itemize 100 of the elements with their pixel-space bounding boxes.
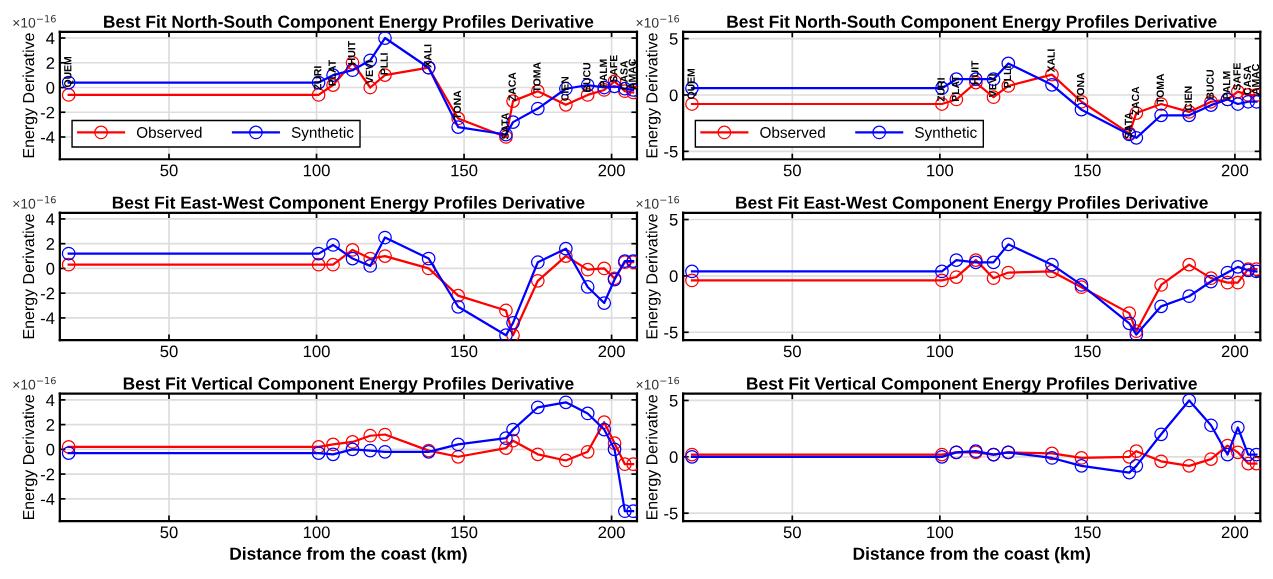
annotation: SATA: [501, 112, 509, 140]
x-tick-label: 200: [1221, 164, 1249, 177]
annotation: CIEN: [1184, 86, 1192, 111]
x-tick-label: 200: [598, 526, 625, 539]
annotation: AMAC: [1251, 64, 1260, 95]
y-tick-label: 5: [669, 214, 678, 226]
annotation: SAFE: [1233, 63, 1241, 91]
y-tick-label: 0: [46, 81, 55, 94]
annotation: PLAT: [951, 75, 960, 102]
annotation: QUEM: [687, 68, 697, 100]
y-tick-label: 0: [46, 443, 55, 456]
x-tick-label: 100: [927, 164, 954, 177]
x-tick-label: 50: [783, 526, 801, 539]
x-tick-label: 50: [783, 164, 801, 177]
annotation: ZURI: [314, 66, 322, 90]
y-tick-label: 4: [46, 394, 55, 406]
x-tick-label: 150: [451, 526, 478, 539]
x-tick-label: 50: [783, 345, 801, 358]
x-tick-label: 150: [451, 345, 478, 358]
y-axis-title: Energy Derivative: [645, 214, 661, 339]
annotation: PALM: [599, 59, 607, 87]
annotation: ZACA: [1131, 86, 1140, 115]
x-tick-label: 150: [1074, 345, 1101, 358]
legend-label: Synthetic: [915, 126, 977, 141]
y-tick-label: 4: [46, 213, 55, 225]
text: ×10$^{−16}$: [636, 195, 680, 209]
chart-title: Best Fit Vertical Component Energy Profiles Derivative: [123, 376, 574, 394]
y-tick-label: 0: [669, 451, 678, 464]
text: ×10$^{−16}$: [13, 15, 56, 28]
x-axis-title: Distance from the coast (km): [230, 547, 467, 564]
text: ×10$^{−16}$: [13, 376, 56, 390]
y-axis-title: Energy Derivative: [22, 33, 38, 158]
text: ×10$^{−16}$: [636, 15, 680, 28]
y-tick-label: 0: [669, 270, 678, 283]
chart-title: Best Fit East-West Component Energy Profiles Derivative: [112, 196, 585, 213]
x-tick-label: 200: [1221, 345, 1249, 358]
y-tick-label: 5: [669, 33, 678, 45]
annotation: TONA: [1076, 72, 1085, 102]
chart-title: Best Fit East-West Component Energy Profiles Derivative: [736, 196, 1208, 213]
x-tick-label: 200: [1221, 526, 1249, 539]
text: ×10$^{−16}$: [636, 376, 680, 390]
y-axis-title: Energy Derivative: [22, 214, 38, 339]
annotation: BUCU: [1206, 70, 1214, 99]
x-tick-label: 50: [160, 345, 178, 358]
y-tick-label: 2: [46, 238, 55, 250]
y-axis-title: Energy Derivative: [22, 395, 38, 520]
annotation: TONA: [453, 90, 461, 120]
legend-label: Observed: [136, 126, 202, 138]
annotation: TOMA: [1156, 73, 1164, 104]
x-tick-label: 100: [303, 164, 330, 177]
x-tick-label: 100: [927, 345, 954, 358]
x-tick-label: 200: [598, 164, 625, 177]
y-tick-label: 2: [46, 57, 55, 69]
legend-label: Synthetic: [291, 126, 354, 141]
y-tick-label: -2: [40, 106, 55, 119]
y-tick-label: -4: [40, 493, 55, 505]
y-axis-title: Energy Derivative: [645, 33, 661, 158]
annotation: CIEN: [561, 76, 569, 101]
annotation: XALI: [424, 44, 432, 68]
x-tick-label: 150: [1074, 164, 1101, 177]
annotation: VEVI: [365, 60, 373, 84]
x-tick-label: 50: [160, 526, 178, 539]
x-tick-label: 100: [927, 526, 954, 539]
chart-title: Best Fit North-South Component Energy Profiles Derivative: [104, 15, 594, 32]
annotation: TOMA: [533, 62, 541, 93]
x-tick-label: 100: [303, 526, 330, 539]
annotation: HUIT: [971, 60, 979, 85]
annotation: VEVI: [989, 74, 997, 98]
text: ×10$^{−16}$: [13, 195, 56, 209]
y-tick-label: 5: [669, 395, 678, 407]
annotation: CASA: [1243, 65, 1251, 95]
annotation: AMAC: [628, 59, 636, 90]
y-tick-label: -4: [40, 312, 55, 324]
y-tick-label: 0: [46, 262, 55, 275]
y-tick-label: -4: [40, 131, 55, 144]
annotation: SATA: [1124, 112, 1133, 139]
x-tick-label: 50: [160, 164, 178, 177]
annotation: PALM: [1223, 71, 1231, 99]
legend-label: Observed: [760, 126, 825, 138]
x-tick-label: 150: [451, 164, 478, 177]
y-tick-label: 0: [669, 89, 678, 102]
y-tick-label: -2: [40, 287, 55, 300]
annotation: CASA: [620, 60, 628, 90]
chart-title: Best Fit Vertical Component Energy Profiles Derivative: [747, 376, 1197, 394]
annotation: XALI: [1047, 49, 1055, 73]
annotation: HUIT: [348, 41, 356, 65]
annotation: ZURI: [937, 78, 945, 102]
annotation: QUEM: [64, 56, 74, 88]
y-tick-label: 4: [46, 32, 55, 45]
annotation: PLLI: [380, 53, 388, 75]
y-axis-title: Energy Derivative: [645, 395, 661, 520]
annotation: SAFE: [609, 55, 618, 83]
x-axis-title: Distance from the coast (km): [853, 547, 1090, 564]
x-tick-label: 200: [598, 345, 625, 358]
y-tick-label: -5: [664, 507, 678, 520]
annotation: PLAT: [328, 59, 336, 86]
y-tick-label: 2: [46, 419, 55, 431]
y-tick-label: -5: [664, 326, 678, 339]
annotation: PLLI: [1003, 66, 1011, 88]
annotation: ZACA: [508, 72, 516, 101]
